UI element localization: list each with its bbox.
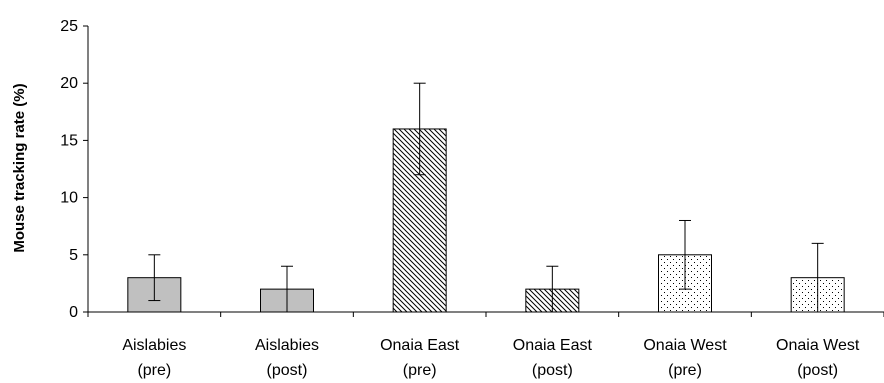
y-tick-label: 0 — [69, 304, 78, 321]
y-tick-label: 5 — [69, 247, 78, 264]
category-label: (post) — [532, 362, 573, 379]
plot-area: 0 5 10 15 20 25 Aislabies (pre) Aislabies (post) O… — [60, 18, 884, 379]
category-label: Onaia West — [643, 337, 727, 354]
category-label: Onaia East — [513, 337, 593, 354]
y-tick-label: 15 — [60, 132, 78, 149]
category-label: Aislabies — [255, 337, 319, 354]
category-label: (pre) — [668, 362, 702, 379]
y-axis-title: Mouse tracking rate (%) — [11, 83, 28, 252]
category-label: (pre) — [137, 362, 171, 379]
category-label: (pre) — [403, 362, 437, 379]
y-tick-label: 10 — [60, 190, 78, 207]
category-label: Onaia East — [380, 337, 460, 354]
category-label: Aislabies — [122, 337, 186, 354]
category-label: Onaia West — [776, 337, 860, 354]
y-tick-label: 20 — [60, 75, 78, 92]
y-tick-label: 25 — [60, 18, 78, 35]
category-label: (post) — [797, 362, 838, 379]
category-label: (post) — [267, 362, 308, 379]
